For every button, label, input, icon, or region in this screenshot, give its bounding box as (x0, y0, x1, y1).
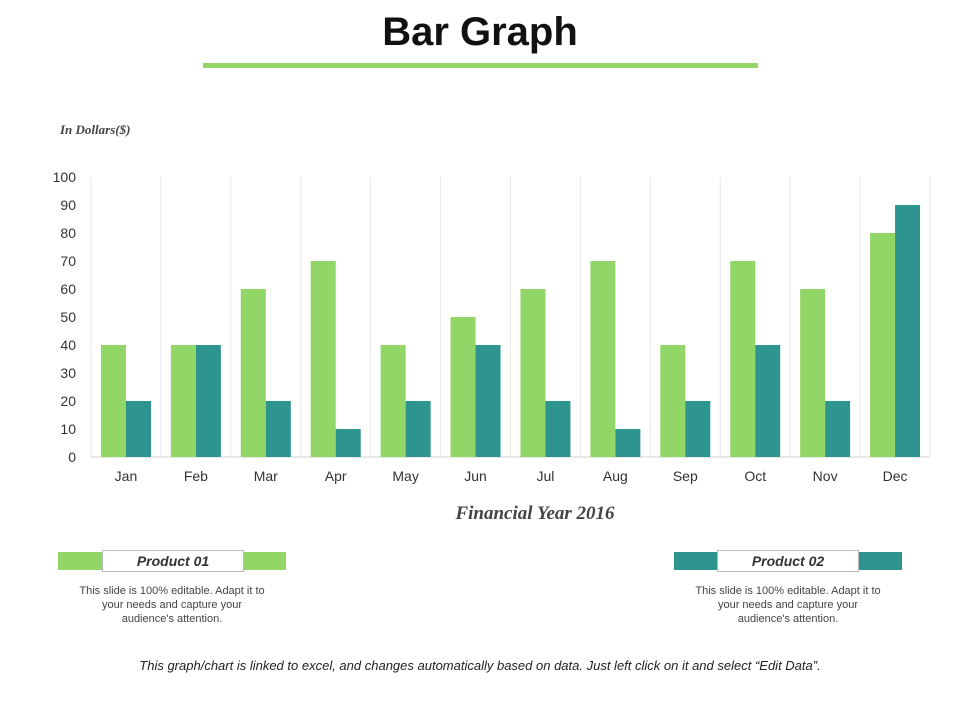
bar-product-02-jan (125, 401, 151, 457)
y-tick-label: 0 (68, 449, 76, 465)
bar-product-01-jul (520, 289, 546, 457)
y-tick-label: 60 (60, 281, 76, 297)
y-tick-label: 70 (60, 253, 76, 269)
footer-note: This graph/chart is linked to excel, and… (139, 658, 821, 673)
bar-product-02-aug (615, 429, 641, 457)
bar-product-01-feb (170, 345, 196, 457)
legend-desc-product-02: This slide is 100% editable. Adapt it to… (695, 585, 881, 625)
y-tick-label: 10 (60, 421, 76, 437)
bar-product-02-may (405, 401, 431, 457)
y-tick-label: 90 (60, 197, 76, 213)
legend-desc-product-01: This slide is 100% editable. Adapt it to… (79, 585, 265, 625)
x-tick-label: Dec (883, 468, 908, 484)
bar-product-02-sep (685, 401, 711, 457)
bar-product-01-mar (240, 289, 266, 457)
legend-label-product-02: Product 02 (717, 550, 859, 572)
x-tick-label: Jan (115, 468, 138, 484)
bar-product-01-jan (100, 345, 126, 457)
y-tick-label: 100 (53, 169, 77, 185)
bar-product-01-jun (450, 317, 476, 457)
title-underline (203, 63, 758, 68)
bar-product-01-nov (800, 289, 826, 457)
y-tick-label: 80 (60, 225, 76, 241)
x-tick-label: Apr (325, 468, 347, 484)
y-tick-label: 20 (60, 393, 76, 409)
bar-product-01-sep (660, 345, 686, 457)
bar-product-02-jul (545, 401, 571, 457)
x-tick-label: Sep (673, 468, 698, 484)
y-tick-label: 50 (60, 309, 76, 325)
page-title: Bar Graph (382, 10, 578, 54)
bar-chart: 0 10 20 30 40 50 60 70 80 90 100 Jan Feb Mar Apr May Jun… (53, 169, 931, 484)
bar-product-02-jun (475, 345, 501, 457)
bar-product-02-apr (335, 429, 361, 457)
bar-product-01-may (380, 345, 406, 457)
x-tick-label: Feb (184, 468, 208, 484)
bar-product-02-oct (755, 345, 781, 457)
bar-product-02-nov (825, 401, 851, 457)
bar-product-01-aug (590, 261, 616, 457)
x-tick-label: Oct (744, 468, 766, 484)
x-tick-label: Aug (603, 468, 628, 484)
y-tick-label: 30 (60, 365, 76, 381)
x-tick-label: Jul (537, 468, 555, 484)
x-tick-label: Nov (813, 468, 838, 484)
x-tick-label: Mar (254, 468, 278, 484)
bar-product-02-dec (895, 205, 921, 457)
x-tick-label: May (392, 468, 418, 484)
y-axis-label: In Dollars($) (60, 122, 131, 137)
bar-product-01-dec (870, 233, 896, 457)
bar-product-01-apr (310, 261, 336, 457)
bar-product-01-oct (730, 261, 756, 457)
bar-product-02-feb (195, 345, 221, 457)
x-tick-label: Jun (464, 468, 487, 484)
legend-label-product-01: Product 01 (102, 550, 244, 572)
bar-product-02-mar (265, 401, 291, 457)
y-tick-label: 40 (60, 337, 76, 353)
x-axis-label: Financial Year 2016 (455, 503, 615, 524)
